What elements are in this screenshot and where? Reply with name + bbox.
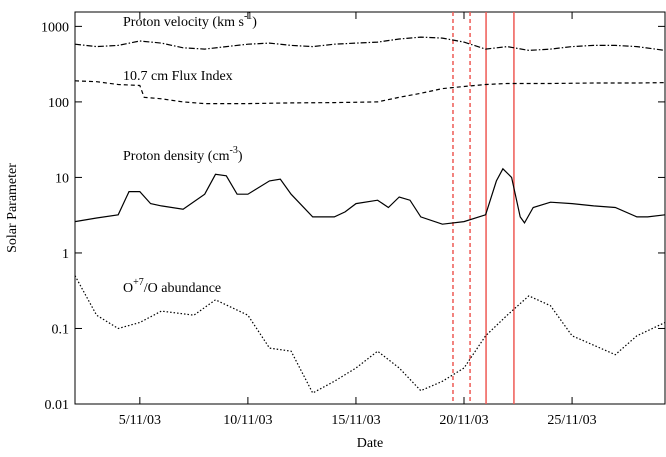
series-line — [74, 275, 666, 394]
y-tick-label: 1 — [62, 247, 69, 262]
y-tick-label: 0.1 — [52, 322, 70, 337]
series-label-text: 10.7 cm Flux Index — [123, 69, 233, 84]
y-tick-label: 0.01 — [45, 398, 70, 413]
y-axis-label: Solar Parameter — [5, 163, 20, 253]
series-label-text: O — [123, 281, 133, 296]
x-tick-label: 10/11/03 — [223, 413, 272, 428]
series-label-text: /O abundance — [144, 281, 221, 296]
x-tick-label: 25/11/03 — [547, 413, 596, 428]
series-label: Proton velocity (km s-1) — [123, 11, 257, 30]
y-tick-label: 100 — [48, 96, 69, 111]
series-label-text: Proton density (cm — [123, 149, 230, 164]
x-tick-label: 20/11/03 — [439, 413, 488, 428]
series-label-text: ) — [238, 149, 243, 164]
series-line — [74, 36, 666, 52]
x-tick-label: 15/11/03 — [331, 413, 380, 428]
series-label-sup: -3 — [230, 145, 238, 156]
series-label-text: Proton velocity (km s — [123, 15, 244, 30]
series-label: Proton density (cm-3) — [123, 145, 243, 164]
series-line — [74, 167, 666, 225]
series-label: 10.7 cm Flux Index — [123, 69, 233, 84]
y-tick-label: 1000 — [41, 20, 69, 35]
x-axis-label: Date — [357, 436, 383, 451]
series-label-sup: +7 — [133, 277, 144, 288]
plot-frame — [74, 11, 666, 405]
x-tick-label: 5/11/03 — [119, 413, 161, 428]
series-line — [74, 80, 666, 105]
series-label-sup: -1 — [244, 11, 252, 22]
series-label-text: ) — [252, 15, 257, 30]
series-label: O+7/O abundance — [123, 277, 221, 296]
y-tick-label: 10 — [55, 171, 69, 186]
